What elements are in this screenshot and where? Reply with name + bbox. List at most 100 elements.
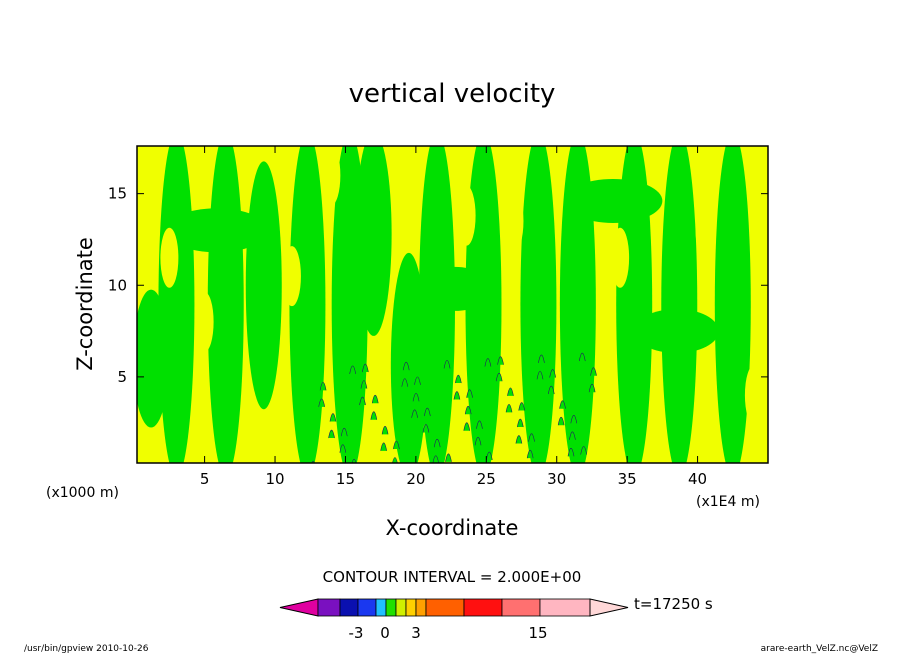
y-tick-label: 15	[108, 185, 127, 203]
contour-line	[559, 400, 566, 409]
x-tick-label: 25	[477, 470, 496, 488]
contour-line	[569, 431, 576, 440]
contour-line	[381, 426, 389, 435]
contour-line	[318, 398, 325, 407]
colorbar-swatch	[385, 598, 397, 617]
negative-region	[415, 266, 494, 311]
contour-line	[466, 389, 473, 398]
contour-line	[329, 413, 337, 422]
colorbar-label: 0	[380, 624, 390, 642]
plot-area: 5 10 15 20 25 30 35 40 5 10 15	[108, 145, 769, 488]
contour-line	[570, 415, 578, 424]
negative-region	[165, 208, 268, 253]
negative-region	[661, 146, 698, 463]
contour-line	[549, 369, 556, 378]
contour-line	[319, 382, 327, 391]
contour-line	[445, 453, 452, 462]
contour-line	[414, 376, 421, 385]
contour-line	[528, 433, 535, 442]
colorbar-swatch	[339, 598, 359, 617]
contour-line	[393, 440, 400, 450]
colorbar-label: 15	[528, 624, 547, 642]
positive-region	[322, 146, 341, 206]
x-unit-right: (x1E4 m)	[696, 494, 760, 510]
contour-line	[476, 420, 483, 429]
contour-line	[567, 448, 575, 457]
contour-line	[351, 459, 357, 463]
contour-line	[380, 442, 387, 451]
contour-line	[526, 449, 534, 459]
contour-line	[463, 422, 471, 431]
contour-line	[411, 409, 418, 418]
colorbar-swatch	[463, 598, 503, 617]
positive-region	[505, 191, 524, 252]
contour-line	[495, 372, 503, 382]
contour-line	[547, 385, 555, 395]
contour-line	[401, 378, 409, 387]
contour-line	[443, 360, 451, 369]
negative-region	[634, 309, 719, 354]
contour-line	[536, 371, 544, 380]
y-tick-label: 5	[117, 368, 127, 386]
colorbar-swatch	[317, 598, 341, 617]
contour-line	[580, 446, 587, 455]
y-axis-ticks: 5 10 15	[108, 185, 768, 386]
x-tick-label: 5	[200, 470, 210, 488]
negative-region	[390, 252, 427, 463]
positive-region	[457, 185, 476, 246]
x-axis-ticks: 5 10 15 20 25 30 35 40	[200, 146, 707, 488]
contour-line	[359, 396, 366, 406]
footer-right: arare-earth_VelZ.nc@VelZ	[761, 644, 878, 654]
contour-line	[486, 451, 493, 461]
positive-region	[195, 291, 214, 352]
contour-line	[578, 352, 586, 362]
contour-line	[422, 424, 430, 433]
colorbar-swatch	[425, 598, 465, 617]
x-tick-label: 10	[265, 470, 284, 488]
contour-line	[590, 367, 597, 376]
x-axis-label: X-coordinate	[386, 516, 519, 540]
contour-line	[588, 383, 596, 393]
contour-line	[349, 365, 356, 374]
colorbar-swatch	[395, 598, 407, 617]
footer-left: /usr/bin/gpview 2010-10-26	[24, 644, 149, 654]
contour-line	[507, 387, 514, 396]
negative-region	[355, 146, 392, 336]
contour-line	[412, 393, 420, 402]
colorbar-swatch	[357, 598, 377, 617]
colorbar-label: 3	[411, 624, 421, 642]
positive-region	[744, 365, 763, 426]
contour-line	[392, 457, 398, 463]
x-tick-label: 30	[547, 470, 566, 488]
y-axis-label: Z-coordinate	[73, 237, 97, 371]
negative-region	[520, 146, 557, 463]
colorbar: -3 0 3 15	[279, 598, 629, 642]
negative-region	[559, 146, 596, 463]
negative-region	[207, 146, 244, 463]
positive-region	[611, 227, 630, 288]
negative-region	[616, 146, 653, 463]
contour-line	[433, 438, 441, 448]
contour-fill-layer	[137, 146, 763, 463]
contour-line	[484, 358, 492, 367]
contour-line	[474, 437, 482, 446]
x-unit-left: (x1000 m)	[46, 485, 119, 501]
colorbar-arrow-low	[279, 598, 319, 617]
contour-line	[464, 405, 472, 415]
contour-line	[432, 455, 439, 463]
contour-line	[455, 374, 462, 384]
x-tick-label: 40	[688, 470, 707, 488]
x-tick-label: 20	[406, 470, 425, 488]
colorbar-arrow-high	[589, 598, 629, 617]
colorbar-swatch	[405, 598, 417, 617]
positive-region	[695, 200, 714, 261]
contour-line	[371, 394, 379, 404]
positive-region	[282, 246, 301, 307]
contour-line	[328, 429, 335, 439]
contour-line	[370, 411, 378, 420]
negative-region	[563, 178, 663, 223]
contour-line	[518, 402, 525, 411]
contour-interval: CONTOUR INTERVAL = 2.000E+00	[323, 568, 582, 586]
x-tick-label: 35	[618, 470, 637, 488]
